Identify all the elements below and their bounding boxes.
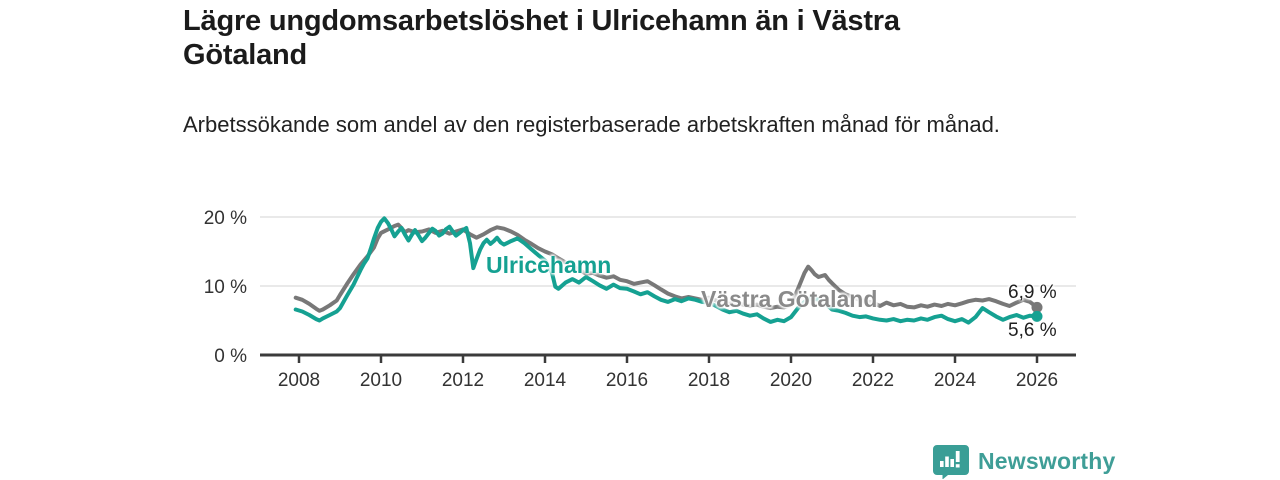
end-value-ulricehamn: 5,6 %: [1008, 320, 1057, 341]
chart-subtitle: Arbetssökande som andel av den registerb…: [183, 112, 1000, 137]
x-tick-label: 2014: [524, 370, 567, 391]
y-tick-label: 0 %: [214, 346, 247, 367]
x-tick-label: 2010: [360, 370, 402, 391]
newsworthy-logo: Newsworthy: [933, 444, 1115, 479]
x-tick-label: 2020: [770, 370, 812, 391]
chart-title: Lägre ungdomsarbetslöshet i Ulricehamn ä…: [183, 5, 900, 72]
x-tick-label: 2018: [688, 370, 730, 391]
end-value-vastra-gotaland: 6,9 %: [1008, 282, 1057, 303]
series-label-ulricehamn: Ulricehamn: [486, 252, 612, 278]
x-tick-label: 2016: [606, 370, 648, 391]
newsworthy-bubble-chart-icon: [933, 445, 969, 479]
x-tick-label: 2026: [1016, 370, 1058, 391]
y-tick-label: 10 %: [204, 277, 247, 298]
x-tick-label: 2024: [934, 370, 977, 391]
brand-name: Newsworthy: [978, 448, 1116, 474]
x-tick-label: 2012: [442, 370, 484, 391]
series-label-vastra-gotaland: Västra Götaland: [701, 286, 878, 312]
y-tick-label: 20 %: [204, 208, 247, 229]
ulricehamn-end-dot: [1031, 310, 1043, 322]
x-tick-label: 2008: [278, 370, 320, 391]
ulricehamn-line: [293, 216, 1039, 325]
vastra-gotaland-end-dot: [1031, 301, 1043, 313]
x-tick-label: 2022: [852, 370, 894, 391]
